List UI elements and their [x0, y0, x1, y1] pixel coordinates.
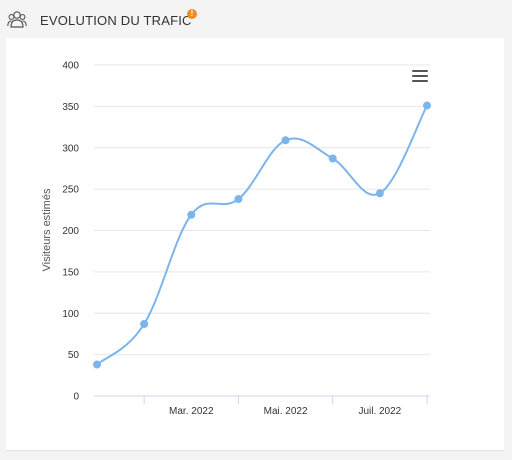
- chart-menu-button[interactable]: [412, 70, 428, 84]
- y-axis-title: Visiteurs estimés: [41, 188, 53, 271]
- data-point[interactable]: [281, 136, 290, 145]
- widget-title: EVOLUTION DU TRAFIC: [40, 13, 192, 28]
- x-tick-label: Mai. 2022: [264, 406, 308, 417]
- data-point[interactable]: [375, 189, 384, 198]
- y-tick-label: 50: [68, 350, 80, 361]
- users-icon: [7, 11, 27, 28]
- x-tick-label: Mar. 2022: [169, 406, 214, 417]
- x-tick-label: Juil. 2022: [358, 406, 401, 417]
- y-tick-label: 0: [73, 392, 79, 403]
- widget-header: EVOLUTION DU TRAFIC !: [0, 0, 512, 38]
- hamburger-icon-bar: [412, 75, 428, 77]
- data-point[interactable]: [140, 320, 149, 329]
- y-tick-label: 150: [62, 267, 79, 278]
- y-tick-label: 400: [62, 61, 79, 72]
- hamburger-icon-bar: [412, 70, 428, 72]
- y-tick-label: 350: [62, 102, 79, 113]
- y-tick-label: 200: [62, 226, 79, 237]
- info-badge-icon[interactable]: !: [187, 9, 197, 19]
- y-tick-label: 300: [62, 143, 79, 154]
- data-point[interactable]: [328, 154, 337, 163]
- y-tick-label: 100: [62, 309, 79, 320]
- data-point[interactable]: [187, 210, 196, 219]
- data-point[interactable]: [423, 101, 431, 110]
- hamburger-icon-bar: [412, 80, 428, 82]
- data-point[interactable]: [93, 360, 101, 369]
- y-tick-label: 250: [62, 185, 79, 196]
- data-point[interactable]: [234, 195, 243, 204]
